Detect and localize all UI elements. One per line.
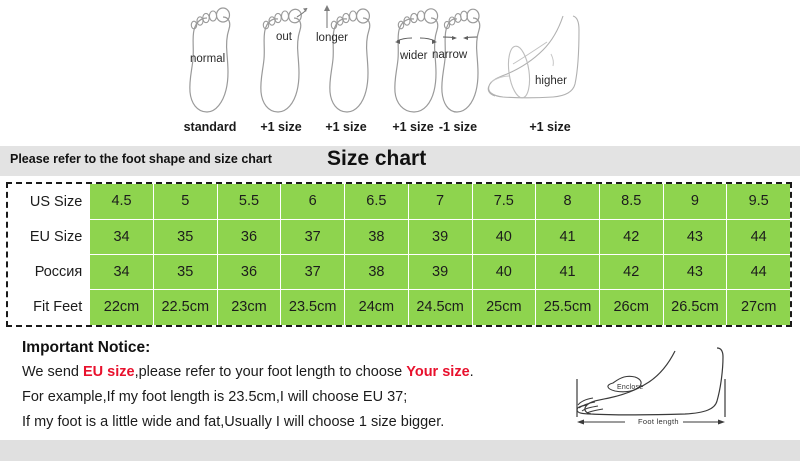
cell: 22cm bbox=[90, 289, 154, 325]
notice-line-1-part-c: ,please refer to your foot length to cho… bbox=[134, 364, 407, 380]
cell: 40 bbox=[472, 219, 537, 255]
cell: 22.5cm bbox=[153, 289, 218, 325]
notice-title: Important Notice: bbox=[22, 339, 151, 356]
foot-shape-figure-5: narrow bbox=[432, 4, 487, 116]
foot-shape-caption-1: standard bbox=[183, 120, 237, 134]
cell: 35 bbox=[153, 219, 218, 255]
cell: 6.5 bbox=[344, 184, 409, 220]
header-refer-text: Please refer to the foot shape and size … bbox=[10, 152, 272, 166]
cell: 39 bbox=[408, 254, 473, 291]
cell: 24cm bbox=[344, 289, 409, 325]
cell: 38 bbox=[344, 219, 409, 255]
cell: 40 bbox=[472, 254, 537, 291]
cell: 39 bbox=[408, 219, 473, 255]
foot-outline-longer-icon bbox=[324, 5, 371, 113]
foot-shape-figure-4: wider bbox=[386, 4, 446, 116]
table-row: US Size 4.5 5 5.5 6 6.5 7 7.5 8 8.5 9 9.… bbox=[8, 184, 790, 220]
cell: 24.5cm bbox=[408, 289, 473, 325]
foot-shape-caption-4: +1 size bbox=[392, 120, 434, 134]
foot-shape-inline-label-2: out bbox=[276, 31, 292, 43]
foot-shape-inline-label-5: narrow bbox=[432, 49, 468, 61]
cell: 7 bbox=[408, 184, 473, 220]
cell: 26cm bbox=[599, 289, 664, 325]
row-label-fit-feet: Fit Feet bbox=[8, 289, 91, 325]
cell: 37 bbox=[280, 219, 346, 255]
foot-shape-inline-label-3: longer bbox=[316, 32, 348, 44]
cell: 43 bbox=[663, 254, 728, 291]
cell: 37 bbox=[280, 254, 346, 291]
notice-line-1-part-e: . bbox=[469, 364, 474, 380]
cell: 44 bbox=[726, 254, 790, 291]
cell: 27cm bbox=[726, 289, 790, 325]
foot-shape-figure-1: normal bbox=[182, 4, 238, 116]
cell: 5.5 bbox=[217, 184, 282, 220]
cell: 25cm bbox=[472, 289, 537, 325]
cell: 42 bbox=[599, 219, 664, 255]
foot-length-measure-diagram: Enclose Foot length bbox=[565, 343, 780, 438]
foot-shape-caption-3: +1 size bbox=[325, 120, 367, 134]
row-label-russia: Россия bbox=[8, 254, 91, 290]
cell: 26.5cm bbox=[663, 289, 728, 325]
notice-line-3: If my foot is a little wide and fat,Usua… bbox=[22, 414, 445, 430]
cell: 41 bbox=[535, 219, 600, 255]
cell: 44 bbox=[726, 219, 790, 255]
foot-outline-icon bbox=[189, 7, 231, 113]
measure-label-enclose: Enclose bbox=[617, 384, 644, 391]
row-label-eu-size: EU Size bbox=[8, 219, 91, 255]
foot-shape-figure-3: longer bbox=[316, 4, 377, 116]
cell: 41 bbox=[535, 254, 600, 291]
cell: 9 bbox=[663, 184, 728, 220]
table-row: EU Size 34 35 36 37 38 39 40 41 42 43 44 bbox=[8, 219, 790, 255]
cell: 43 bbox=[663, 219, 728, 255]
cell: 35 bbox=[153, 254, 218, 291]
cell: 6 bbox=[280, 184, 346, 220]
foot-shape-inline-label-6: higher bbox=[535, 75, 567, 87]
footer-band bbox=[0, 440, 800, 461]
table-row: Россия 34 35 36 37 38 39 40 41 42 43 44 bbox=[8, 254, 790, 291]
cell: 9.5 bbox=[726, 184, 790, 220]
foot-shape-caption-2: +1 size bbox=[260, 120, 302, 134]
foot-shape-figure-2: out bbox=[252, 4, 310, 116]
cell: 7.5 bbox=[472, 184, 537, 220]
cell: 23.5cm bbox=[280, 289, 346, 325]
cell: 25.5cm bbox=[535, 289, 600, 325]
foot-shape-caption-5: -1 size bbox=[438, 120, 478, 134]
row-label-us-size: US Size bbox=[8, 184, 91, 220]
measure-label-foot-length: Foot length bbox=[638, 417, 679, 426]
cell: 23cm bbox=[217, 289, 282, 325]
cell: 5 bbox=[153, 184, 218, 220]
cell: 4.5 bbox=[90, 184, 154, 220]
foot-outline-toe-out-icon bbox=[260, 7, 308, 113]
foot-shape-inline-label-1: normal bbox=[190, 53, 226, 65]
important-notice-section: Important Notice: We send EU size,please… bbox=[6, 335, 792, 439]
foot-shape-diagram-strip: normal standard out +1 size longer bbox=[0, 0, 800, 145]
notice-highlight-your-size: Your size bbox=[406, 364, 470, 380]
notice-highlight-eu-size: EU size bbox=[83, 364, 135, 380]
notice-line-1-part-a: We send bbox=[22, 364, 83, 380]
notice-line-2: For example,If my foot length is 23.5cm,… bbox=[22, 389, 408, 405]
cell: 36 bbox=[217, 219, 282, 255]
foot-side-instep-icon bbox=[487, 15, 580, 99]
size-chart-header-band: Please refer to the foot shape and size … bbox=[0, 146, 800, 176]
cell: 8 bbox=[535, 184, 600, 220]
table-row: Fit Feet 22cm 22.5cm 23cm 23.5cm 24cm 24… bbox=[8, 289, 790, 325]
foot-outline-wider-icon bbox=[394, 8, 439, 113]
size-chart-table: US Size 4.5 5 5.5 6 6.5 7 7.5 8 8.5 9 9.… bbox=[8, 184, 790, 325]
cell: 8.5 bbox=[599, 184, 664, 220]
cell: 42 bbox=[599, 254, 664, 291]
notice-line-1: We send EU size,please refer to your foo… bbox=[22, 364, 474, 380]
size-chart-table-container: US Size 4.5 5 5.5 6 6.5 7 7.5 8 8.5 9 9.… bbox=[6, 182, 792, 327]
foot-shape-inline-label-4: wider bbox=[400, 50, 428, 62]
foot-outline-narrow-icon bbox=[441, 8, 481, 113]
cell: 38 bbox=[344, 254, 409, 291]
foot-shape-figure-6: higher bbox=[485, 14, 605, 114]
foot-shape-caption-6: +1 size bbox=[529, 120, 571, 134]
page-title: Size chart bbox=[327, 147, 427, 170]
cell: 34 bbox=[90, 254, 154, 291]
foot-side-measure-icon bbox=[576, 347, 726, 427]
cell: 36 bbox=[217, 254, 282, 291]
cell: 34 bbox=[90, 219, 154, 255]
